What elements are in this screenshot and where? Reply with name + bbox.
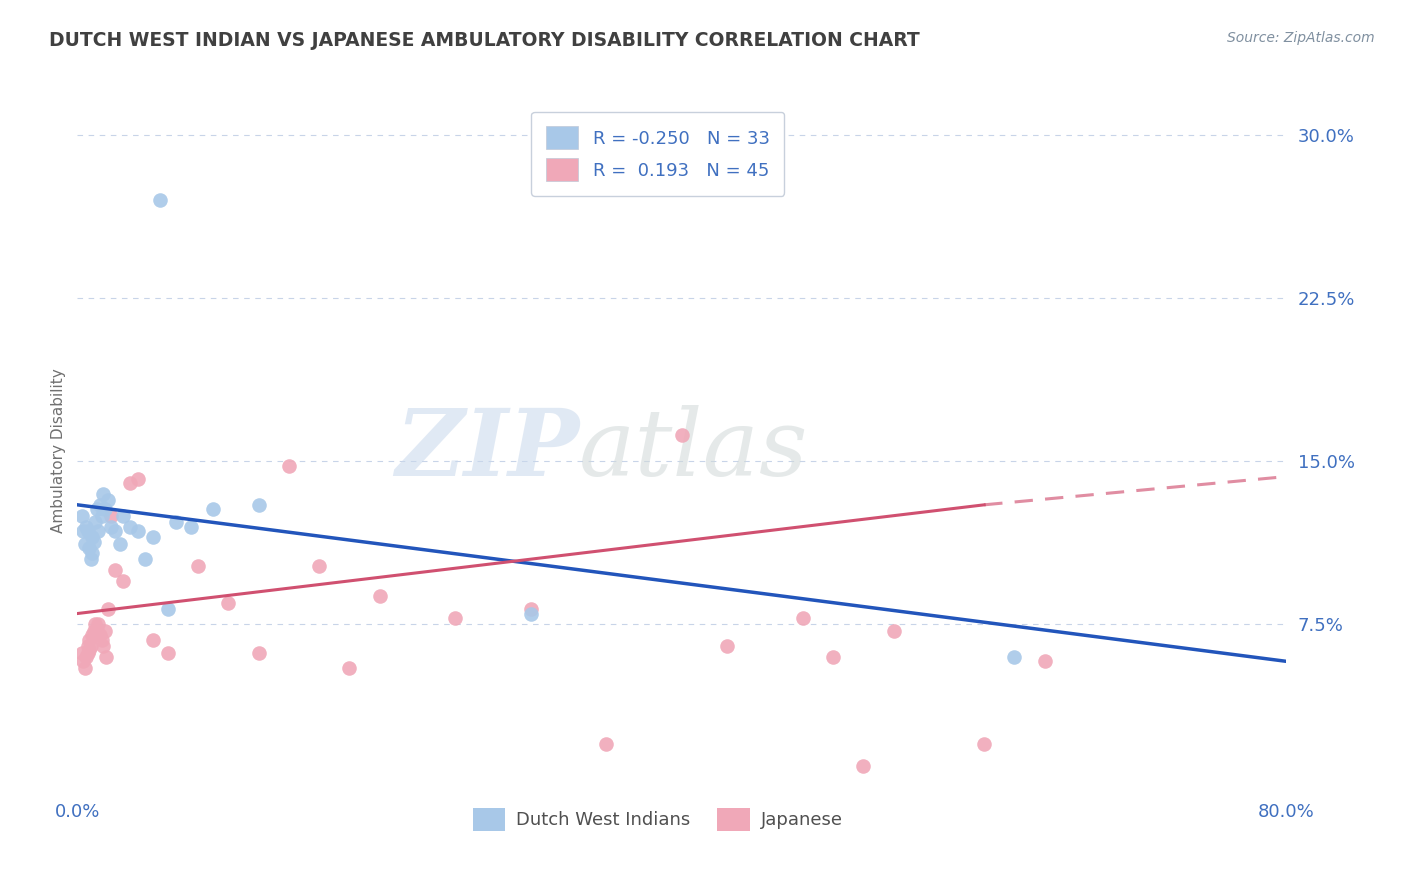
Point [90,508,112,523]
Point [86,502,108,516]
Point [77,524,100,538]
Point [165,515,187,529]
Point [595,737,617,751]
Point [104,563,127,577]
Y-axis label: Ambulatory Disability: Ambulatory Disability [51,368,66,533]
Point [93,502,115,516]
Point [134,552,156,566]
Point [108,537,131,551]
Point [82,628,104,642]
Point [79,632,101,647]
Point [75,650,97,665]
Point [308,558,330,573]
Point [72,524,94,538]
Point [72,654,94,668]
Point [821,650,844,665]
Point [157,646,180,660]
Point [82,530,104,544]
Point [70,646,93,660]
Point [202,502,225,516]
Point [87,524,110,538]
Point [120,519,142,533]
Point [79,643,101,657]
Point [792,611,814,625]
Point [973,737,995,751]
Point [247,498,270,512]
Point [520,602,543,616]
Point [91,639,114,653]
Text: DUTCH WEST INDIAN VS JAPANESE AMBULATORY DISABILITY CORRELATION CHART: DUTCH WEST INDIAN VS JAPANESE AMBULATORY… [49,31,920,50]
Point [127,524,149,538]
Point [86,624,108,638]
Point [80,639,103,653]
Point [83,624,105,638]
Point [278,458,301,473]
Point [80,552,103,566]
Point [142,632,165,647]
Point [89,628,111,642]
Point [111,574,134,588]
Point [716,639,738,653]
Point [142,530,165,544]
Point [180,519,202,533]
Point [111,508,134,523]
Point [87,617,110,632]
Point [218,596,240,610]
Point [73,537,96,551]
Point [84,515,107,529]
Point [444,611,467,625]
Point [90,632,112,647]
Point [1004,650,1026,665]
Point [91,487,114,501]
Point [247,646,270,660]
Legend: Dutch West Indians, Japanese: Dutch West Indians, Japanese [465,800,851,838]
Point [520,607,543,621]
Point [77,646,100,660]
Point [100,519,122,533]
Point [89,498,111,512]
Point [73,661,96,675]
Point [671,428,693,442]
Point [83,534,105,549]
Text: ZIP: ZIP [395,406,579,495]
Text: Source: ZipAtlas.com: Source: ZipAtlas.com [1227,31,1375,45]
Point [337,661,360,675]
Point [96,493,118,508]
Point [93,624,115,638]
Point [75,519,97,533]
Point [157,602,180,616]
Point [79,541,101,556]
Point [1033,654,1056,668]
Point [120,476,142,491]
Point [82,546,104,560]
Point [77,639,100,653]
Text: atlas: atlas [579,406,808,495]
Point [127,472,149,486]
Point [852,758,875,772]
Point [84,617,107,632]
Point [187,558,209,573]
Point [94,650,117,665]
Point [883,624,905,638]
Point [100,508,122,523]
Point [96,602,118,616]
Point [368,589,391,603]
Point [70,508,93,523]
Point [149,194,172,208]
Point [104,524,127,538]
